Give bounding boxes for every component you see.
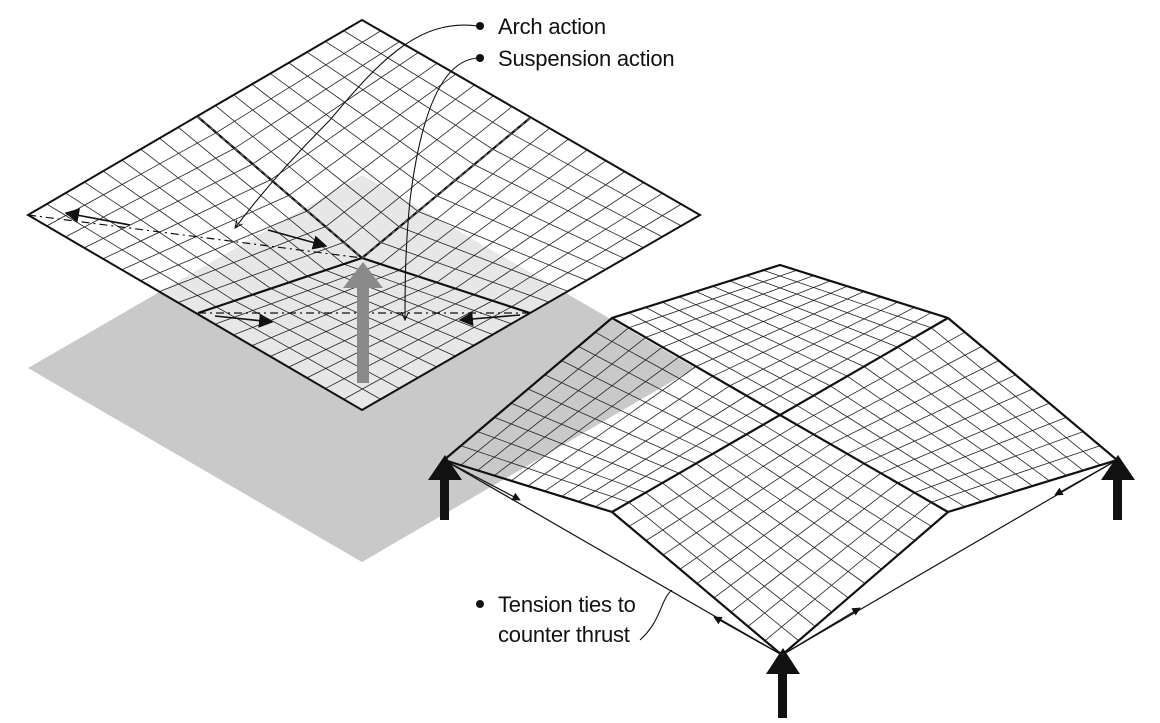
thrust-arrow (267, 229, 328, 250)
tension-tie (443, 459, 783, 656)
ridge-line (361, 256, 531, 315)
tension-tie (781, 459, 1118, 656)
label-counter-thrust: counter thrust (498, 622, 630, 647)
thrust-arrow (458, 311, 521, 327)
label-arch-action: Arch action (476, 14, 606, 40)
ridge-line (197, 116, 363, 259)
bullet-icon (476, 54, 484, 63)
label-suspension-action: Suspension action (476, 46, 675, 72)
thrust-arrow (214, 313, 274, 328)
support-reaction-arrows (428, 455, 1135, 718)
vertical-load-arrow (343, 262, 383, 383)
hypar-roof (428, 263, 1135, 718)
ridge-line (197, 256, 363, 315)
bullet-icon (476, 600, 484, 609)
label-leaders (235, 24, 673, 641)
ridge-line (361, 117, 531, 259)
label-tension-ties: Tension ties to (476, 592, 636, 618)
thrust-arrow (64, 208, 131, 226)
inverted-pyramid-plate (26, 18, 703, 412)
bullet-icon (476, 22, 484, 31)
